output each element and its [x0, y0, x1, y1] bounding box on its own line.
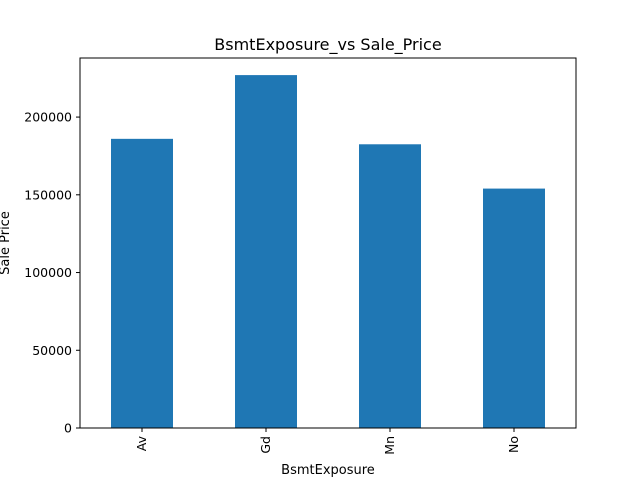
x-tick-label: Gd	[258, 436, 273, 454]
y-tick-label: 200000	[24, 110, 72, 125]
x-tick-label: No	[506, 436, 521, 453]
bar-no	[483, 188, 545, 428]
chart-title: BsmtExposure_vs Sale_Price	[214, 35, 441, 55]
plot-frame	[79, 57, 577, 429]
bar-mn	[359, 144, 421, 429]
x-tick-label: Mn	[382, 436, 397, 455]
y-axis: 0 50000 100000 150000 200000	[24, 110, 80, 436]
x-tick-label: Av	[134, 435, 149, 451]
y-tick-label: 50000	[32, 343, 72, 358]
y-tick-label: 150000	[24, 187, 72, 202]
x-axis-label: BsmtExposure	[281, 463, 375, 478]
y-tick-label: 100000	[24, 265, 72, 280]
y-axis-label: Sale Price	[0, 211, 13, 275]
x-axis: Av Gd Mn No	[134, 428, 521, 455]
bars-layer	[111, 75, 545, 429]
bar-gd	[235, 75, 297, 429]
y-tick-label: 0	[64, 421, 72, 436]
bar-av	[111, 138, 173, 428]
